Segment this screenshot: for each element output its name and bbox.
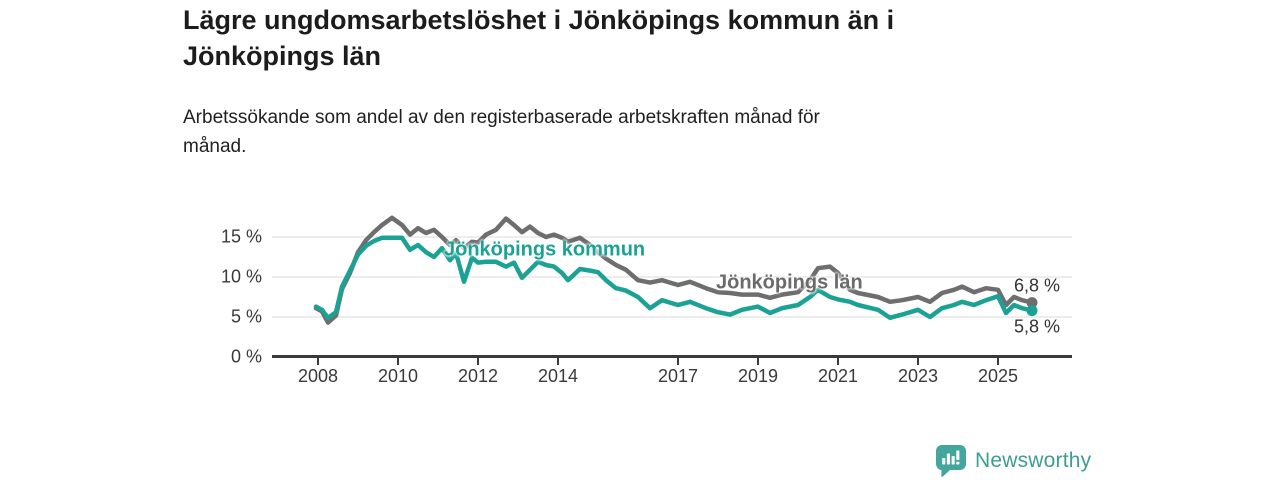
newsworthy-branding: Newsworthy	[936, 445, 1091, 477]
end-dot-kommun	[1026, 305, 1038, 317]
x-axis-ticks	[317, 358, 999, 365]
x-tick-2014: 2014	[537, 366, 579, 386]
x-tick-2025: 2025	[977, 366, 1019, 386]
y-tick-0: 0 %	[230, 346, 262, 367]
y-tick-15: 15 %	[220, 226, 262, 247]
y-tick-5: 5 %	[230, 306, 262, 327]
x-tick-2023: 2023	[897, 366, 939, 386]
page-title: Lägre ungdomsarbetslöshet i Jönköpings k…	[183, 2, 1033, 74]
x-tick-2010: 2010	[377, 366, 419, 386]
y-tick-10: 10 %	[220, 266, 262, 287]
newsworthy-logo-icon	[936, 445, 966, 477]
x-tick-2008: 2008	[297, 366, 339, 386]
subtitle-line-2: månad.	[183, 136, 247, 157]
chart-subtitle: Arbetssökande som andel av den registerb…	[183, 103, 1033, 161]
title-line-2: Jönköpings län	[183, 41, 382, 71]
gridlines	[272, 236, 1072, 318]
series-layer	[313, 215, 1038, 325]
x-tick-2019: 2019	[737, 366, 779, 386]
x-tick-2017: 2017	[657, 366, 699, 386]
end-dot-lan	[1026, 297, 1038, 309]
x-tick-2012: 2012	[457, 366, 499, 386]
series-label-lan: Jönköpings län	[716, 271, 863, 294]
series-label-kommun: Jönköpings kommun	[444, 238, 646, 261]
title-line-1: Lägre ungdomsarbetslöshet i Jönköpings k…	[183, 5, 895, 35]
end-value-kommun: 5,8 %	[1014, 316, 1061, 337]
x-tick-2021: 2021	[817, 366, 859, 386]
subtitle-line-1: Arbetssökande som andel av den registerb…	[183, 107, 820, 128]
newsworthy-wordmark: Newsworthy	[975, 449, 1092, 472]
line-kommun	[313, 235, 1035, 321]
end-value-lan: 6,8 %	[1014, 275, 1061, 296]
line-lan	[313, 215, 1035, 325]
